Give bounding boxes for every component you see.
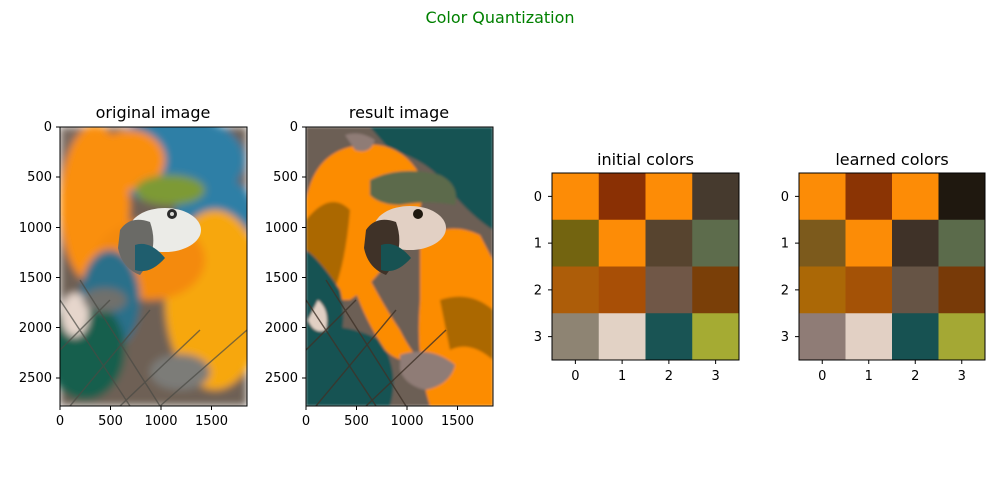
- y-tick-label: 1500: [265, 271, 298, 286]
- result-xticks: 0 500 1000 1500: [302, 406, 474, 429]
- y-tick-label: 1000: [19, 221, 52, 236]
- y-tick-label: 3: [781, 330, 789, 345]
- original-parrot-image: [60, 127, 247, 406]
- initial-color-cell: [598, 266, 646, 314]
- learned-color-cell: [938, 266, 986, 314]
- initial-color-cell: [552, 219, 600, 267]
- learned-color-cell: [845, 173, 893, 221]
- initial-color-cell: [692, 219, 740, 267]
- x-tick-label: 3: [958, 369, 966, 384]
- x-tick-label: 3: [711, 369, 719, 384]
- y-tick-label: 1: [534, 237, 542, 252]
- x-tick-label: 1: [618, 369, 626, 384]
- y-tick-label: 2: [781, 283, 789, 298]
- learned-color-cell: [938, 313, 986, 361]
- initial-color-cell: [552, 313, 600, 361]
- y-tick-label: 1500: [19, 271, 52, 286]
- initial-color-cell: [692, 313, 740, 361]
- x-tick-label: 2: [911, 369, 919, 384]
- learned-color-cell: [845, 219, 893, 267]
- x-tick-label: 1000: [144, 414, 177, 429]
- axes-frame-initial: [551, 172, 740, 361]
- initial-color-cell: [645, 219, 693, 267]
- learned-color-cell: [799, 219, 846, 267]
- learned-color-cell: [892, 313, 939, 361]
- y-tick-label: 500: [27, 170, 52, 185]
- panel-original-image: original image: [19, 103, 248, 429]
- panel-title-learned: learned colors: [835, 150, 948, 169]
- learned-color-cell: [938, 219, 986, 267]
- y-tick-label: 2500: [19, 371, 52, 386]
- x-tick-label: 0: [571, 369, 579, 384]
- x-tick-label: 2: [665, 369, 673, 384]
- initial-color-cell: [692, 173, 740, 221]
- initial-colors-grid: [552, 173, 740, 361]
- original-xticks: 0 500 1000 1500: [56, 406, 228, 429]
- learned-color-cell: [892, 173, 939, 221]
- panel-title-result: result image: [349, 103, 449, 122]
- y-tick-label: 2000: [19, 321, 52, 336]
- panel-initial-colors: initial colors 0 1 2 3 0 1 2 3: [534, 150, 740, 384]
- x-tick-label: 1500: [441, 414, 474, 429]
- initial-color-cell: [598, 313, 646, 361]
- learned-color-cell: [845, 313, 893, 361]
- axes-frame-learned: [798, 172, 986, 361]
- initial-colors-ticks: 0 1 2 3 0 1 2 3: [534, 190, 720, 384]
- x-tick-label: 1000: [390, 414, 423, 429]
- learned-color-cell: [845, 266, 893, 314]
- learned-colors-ticks: 0 1 2 3 0 1 2 3: [781, 190, 966, 384]
- result-yticks: 0 500 1000 1500 2000 2500: [265, 120, 306, 386]
- initial-color-cell: [692, 266, 740, 314]
- initial-color-cell: [598, 173, 646, 221]
- x-tick-label: 1500: [195, 414, 228, 429]
- x-tick-label: 500: [98, 414, 123, 429]
- x-tick-label: 500: [344, 414, 369, 429]
- learned-color-cell: [799, 313, 846, 361]
- y-tick-label: 0: [534, 190, 542, 205]
- panel-result-image: result image: [265, 103, 494, 429]
- y-tick-label: 1000: [265, 221, 298, 236]
- x-tick-label: 0: [302, 414, 310, 429]
- y-tick-label: 2500: [265, 371, 298, 386]
- learned-color-cell: [799, 173, 846, 221]
- initial-color-cell: [552, 266, 600, 314]
- panel-title-initial: initial colors: [597, 150, 694, 169]
- learned-color-cell: [892, 266, 939, 314]
- learned-colors-grid: [799, 173, 986, 361]
- original-yticks: 0 500 1000 1500 2000 2500: [19, 120, 60, 386]
- y-tick-label: 1: [781, 237, 789, 252]
- learned-color-cell: [892, 219, 939, 267]
- panel-title-original: original image: [96, 103, 211, 122]
- learned-color-cell: [799, 266, 846, 314]
- initial-color-cell: [645, 313, 693, 361]
- result-parrot-image: [306, 127, 493, 406]
- y-tick-label: 0: [44, 120, 52, 135]
- x-tick-label: 0: [56, 414, 64, 429]
- panel-learned-colors: learned colors 0 1 2 3 0 1 2 3: [781, 150, 986, 384]
- initial-color-cell: [645, 266, 693, 314]
- axes-frame-original: [59, 126, 248, 407]
- initial-color-cell: [598, 219, 646, 267]
- initial-color-cell: [645, 173, 693, 221]
- y-tick-label: 2000: [265, 321, 298, 336]
- initial-color-cell: [552, 173, 600, 221]
- axes-frame-result: [305, 126, 494, 407]
- y-tick-label: 0: [290, 120, 298, 135]
- x-tick-label: 0: [818, 369, 826, 384]
- y-tick-label: 500: [273, 170, 298, 185]
- y-tick-label: 3: [534, 330, 542, 345]
- y-tick-label: 0: [781, 190, 789, 205]
- x-tick-label: 1: [865, 369, 873, 384]
- y-tick-label: 2: [534, 283, 542, 298]
- figure-suptitle: Color Quantization: [425, 8, 574, 27]
- learned-color-cell: [938, 173, 986, 221]
